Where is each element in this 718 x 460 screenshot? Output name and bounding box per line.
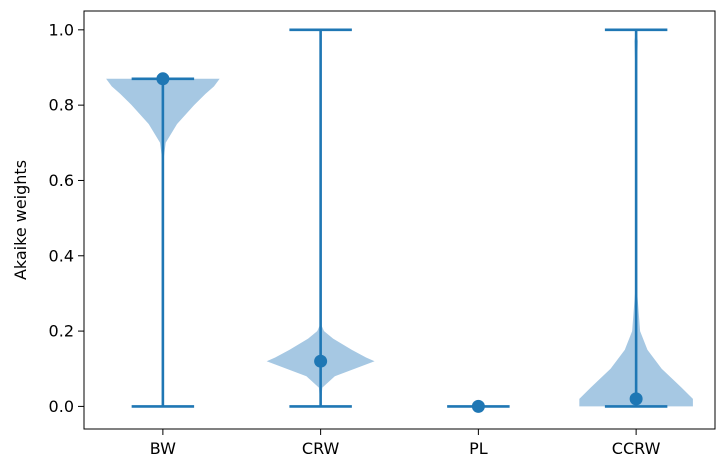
y-axis-label: Akaike weights: [11, 160, 30, 280]
y-tick-label: 0.2: [49, 322, 74, 341]
y-tick-label: 0.6: [49, 171, 74, 190]
x-tick-label: PL: [469, 439, 488, 458]
marker-pl: [471, 399, 485, 413]
x-tick-label: CRW: [302, 439, 340, 458]
marker-ccrw: [629, 392, 643, 406]
marker-crw: [314, 354, 328, 368]
y-tick-label: 0.8: [49, 96, 74, 115]
y-tick-label: 1.0: [49, 20, 74, 39]
violin-lines: [131, 28, 668, 408]
y-axis-ticks: 0.0 0.2 0.4 0.6 0.8 1.0: [49, 20, 84, 416]
y-tick-label: 0.0: [49, 397, 74, 416]
x-axis-ticks: BW CRW PL CCRW: [150, 429, 661, 458]
median-markers: [156, 72, 643, 413]
axes: [83, 10, 716, 430]
x-tick-label: BW: [150, 439, 176, 458]
violin-bodies: [106, 29, 693, 407]
x-tick-label: CCRW: [612, 439, 661, 458]
plot-frame: [83, 10, 716, 430]
y-tick-label: 0.4: [49, 246, 74, 265]
marker-bw: [156, 72, 170, 86]
